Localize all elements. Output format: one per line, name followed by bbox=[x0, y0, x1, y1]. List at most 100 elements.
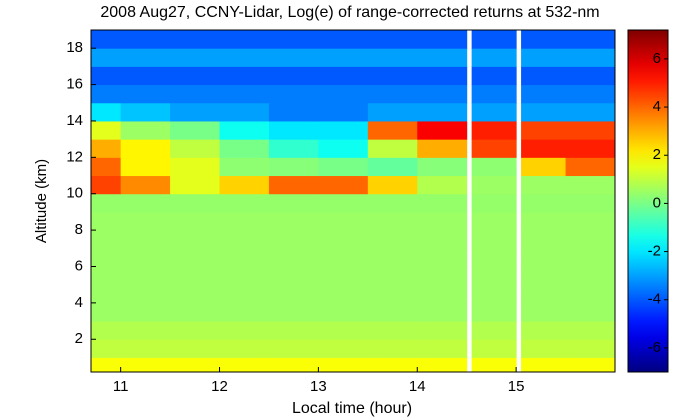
heat-cell bbox=[91, 230, 122, 249]
heat-cell bbox=[268, 248, 319, 267]
heat-cell bbox=[170, 302, 221, 322]
heat-cell bbox=[521, 84, 567, 104]
heat-cell bbox=[170, 357, 221, 373]
heat-cell bbox=[91, 339, 122, 358]
heat-cell bbox=[471, 139, 517, 158]
heat-cell bbox=[367, 230, 418, 249]
colorbar-tick-label: 0 bbox=[653, 194, 661, 211]
heat-cell bbox=[471, 266, 517, 286]
heat-cell bbox=[521, 211, 567, 231]
x-tick-label: 14 bbox=[409, 378, 426, 395]
heat-cell bbox=[471, 120, 517, 140]
colorbar bbox=[627, 29, 669, 373]
heat-cell bbox=[318, 357, 369, 373]
heat-cell bbox=[91, 66, 122, 86]
heat-cell bbox=[318, 211, 369, 231]
heat-cell bbox=[565, 211, 616, 231]
heat-cell bbox=[91, 48, 122, 67]
heat-cell bbox=[417, 211, 468, 231]
heat-cell bbox=[565, 175, 616, 195]
heat-cell bbox=[219, 193, 270, 213]
y-tick-label: 2 bbox=[75, 330, 83, 347]
chart-title: 2008 Aug27, CCNY-Lidar, Log(e) of range-… bbox=[100, 4, 599, 21]
heat-cell bbox=[367, 284, 418, 304]
heat-cell bbox=[268, 102, 319, 122]
heat-cell bbox=[268, 139, 319, 158]
heat-cell bbox=[565, 48, 616, 67]
heat-cell bbox=[318, 120, 369, 140]
heat-cell bbox=[367, 102, 418, 122]
heat-cell bbox=[565, 230, 616, 249]
heat-cell bbox=[521, 120, 567, 140]
x-tick-label: 12 bbox=[211, 378, 228, 395]
heat-cell bbox=[521, 357, 567, 373]
heat-cell bbox=[318, 266, 369, 286]
x-axis-label: Local time (hour) bbox=[292, 400, 412, 417]
heat-cell bbox=[91, 302, 122, 322]
heat-cell bbox=[367, 66, 418, 86]
heat-cell bbox=[120, 266, 171, 286]
heat-cell bbox=[367, 48, 418, 67]
heat-cell bbox=[417, 357, 468, 373]
x-tick-label: 11 bbox=[113, 378, 129, 395]
heat-cell bbox=[219, 339, 270, 358]
heat-cell bbox=[120, 284, 171, 304]
heat-cell bbox=[120, 157, 171, 177]
y-tick-label: 4 bbox=[75, 294, 83, 311]
heat-cell bbox=[318, 102, 369, 122]
heat-cell bbox=[268, 266, 319, 286]
heat-cell bbox=[170, 321, 221, 340]
heat-cell bbox=[91, 284, 122, 304]
heat-cell bbox=[219, 357, 270, 373]
heat-cell bbox=[417, 175, 468, 195]
heat-cell bbox=[318, 302, 369, 322]
heat-cell bbox=[417, 157, 468, 177]
heat-cell bbox=[219, 48, 270, 67]
heat-cell bbox=[91, 102, 122, 122]
heat-cell bbox=[367, 175, 418, 195]
heat-cell bbox=[367, 302, 418, 322]
heat-cell bbox=[417, 230, 468, 249]
heat-cell bbox=[471, 175, 517, 195]
y-axis-label: Altitude (km) bbox=[33, 159, 50, 243]
heat-cell bbox=[367, 266, 418, 286]
heat-cell bbox=[120, 302, 171, 322]
heat-cell bbox=[170, 175, 221, 195]
heat-cell bbox=[91, 266, 122, 286]
heat-cell bbox=[565, 266, 616, 286]
heat-cell bbox=[367, 339, 418, 358]
heat-cell bbox=[565, 157, 616, 177]
heat-cell bbox=[120, 248, 171, 267]
heat-cell bbox=[170, 193, 221, 213]
heat-cell bbox=[120, 120, 171, 140]
y-tick-label: 10 bbox=[66, 185, 83, 202]
heat-cell bbox=[219, 66, 270, 86]
heat-cell bbox=[170, 84, 221, 104]
heat-cell bbox=[521, 284, 567, 304]
heat-cell bbox=[521, 230, 567, 249]
heat-cell bbox=[318, 157, 369, 177]
heat-cell bbox=[219, 284, 270, 304]
heat-cell bbox=[120, 321, 171, 340]
heat-cell bbox=[268, 175, 319, 195]
colorbar-tick-label: -2 bbox=[648, 243, 661, 260]
heat-cell bbox=[91, 120, 122, 140]
colorbar-tick-label: 2 bbox=[653, 146, 661, 163]
heat-cell bbox=[170, 211, 221, 231]
heat-cell bbox=[367, 139, 418, 158]
heat-cell bbox=[120, 357, 171, 373]
heat-cell bbox=[471, 157, 517, 177]
heat-cell bbox=[417, 139, 468, 158]
heat-cell bbox=[120, 339, 171, 358]
heat-cell bbox=[318, 230, 369, 249]
heat-cell bbox=[471, 357, 517, 373]
y-tick-label: 14 bbox=[66, 112, 83, 129]
heat-cell bbox=[417, 66, 468, 86]
heat-cell bbox=[417, 120, 468, 140]
heat-cell bbox=[565, 357, 616, 373]
heat-cell bbox=[170, 230, 221, 249]
heat-cell bbox=[318, 339, 369, 358]
heat-cell bbox=[219, 248, 270, 267]
heat-cell bbox=[471, 248, 517, 267]
heat-cell bbox=[268, 230, 319, 249]
